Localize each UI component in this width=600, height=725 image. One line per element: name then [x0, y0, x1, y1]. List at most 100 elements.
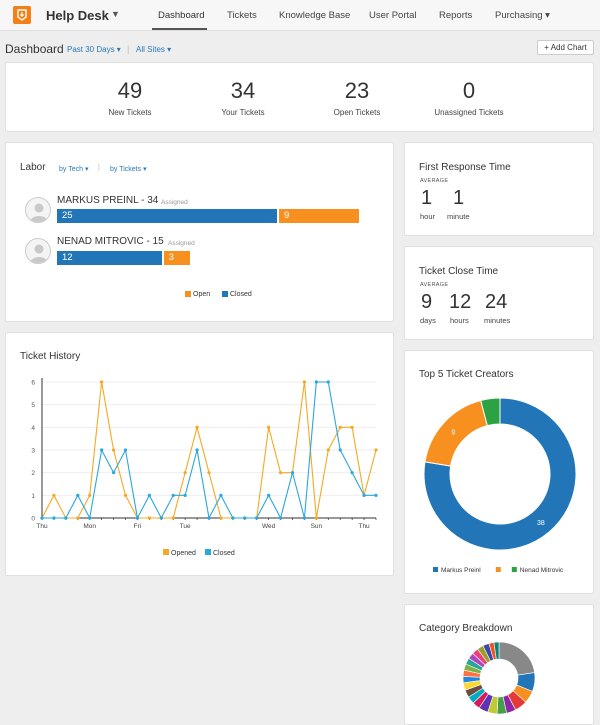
y-tick-label: 1: [31, 493, 35, 500]
first-response-minutes-unit: minute: [447, 212, 470, 221]
donut-slice: [498, 641, 535, 676]
avatar: [25, 238, 51, 264]
data-point-closed: [159, 516, 163, 520]
data-point-closed: [231, 516, 235, 520]
brand-caret-icon[interactable]: ▼: [111, 9, 120, 19]
donut-slice: [423, 397, 577, 551]
first-response-title: First Response Time: [419, 162, 511, 173]
data-point-closed: [135, 516, 140, 520]
data-point-closed: [123, 448, 128, 452]
user-silhouette-icon: [30, 203, 48, 222]
close-time-minutes-value: 24: [485, 291, 508, 313]
helpdesk-logo-icon[interactable]: [13, 6, 31, 24]
stat-value: 34: [230, 78, 256, 103]
data-point-closed: [183, 493, 187, 497]
open-bar[interactable]: 9: [279, 209, 359, 223]
data-point-closed: [76, 493, 80, 497]
donut-slice: [480, 397, 501, 427]
ticket-history-card: Ticket History 0 1 2 3 4 5 6 Thu Mon Fri Tue Wed Sun…: [5, 332, 394, 576]
legend-open-label: Open: [193, 291, 211, 298]
donut-slice: [493, 641, 500, 660]
x-tick-label: Thu: [358, 523, 370, 530]
x-tick-label: Sun: [311, 523, 323, 530]
avatar: [25, 197, 51, 223]
top-creators-card: Top 5 Ticket Creators 38 9 Markus Preinl Ne…: [404, 350, 594, 594]
closed-bar[interactable]: 12: [57, 251, 162, 265]
ticket-history-chart: 0 1 2 3 4 5 6 Thu Mon Fri Tue Wed Sun Thu Opened Closed: [31, 378, 378, 557]
app-brand[interactable]: Help Desk: [46, 8, 109, 23]
category-breakdown-donut-chart: [462, 641, 536, 715]
data-point-opened: [195, 425, 199, 429]
closed-bar[interactable]: 25: [57, 209, 278, 223]
y-tick-label: 4: [31, 425, 35, 432]
labor-tech-filter[interactable]: by Tech ▾: [59, 166, 89, 173]
first-response-hours-unit: hour: [420, 212, 436, 221]
data-point-opened: [219, 516, 223, 520]
data-point-closed: [100, 448, 104, 452]
data-point-closed: [302, 516, 307, 520]
data-point-opened: [338, 425, 342, 429]
nav-reports[interactable]: Reports: [439, 10, 473, 21]
data-point-closed: [374, 493, 378, 497]
labor-person-name[interactable]: NENAD MITROVIC - 15: [57, 236, 164, 247]
first-response-minutes-value: 1: [453, 187, 465, 209]
open-bar[interactable]: 3: [163, 251, 191, 265]
data-point-opened: [100, 380, 104, 384]
filter-divider: |: [98, 164, 100, 171]
close-time-days-unit: days: [420, 316, 436, 325]
summary-stats-card: 49 New Tickets 34 Your Tickets 23 Open T…: [5, 62, 594, 132]
top-creators-donut-chart: 38 9 Markus Preinl Nenad Mitrovic: [423, 397, 577, 574]
page-title: Dashboard: [5, 42, 64, 56]
data-point-closed: [243, 516, 247, 520]
filter-divider: |: [127, 44, 130, 54]
open-swatch: [185, 291, 191, 298]
stat-value: 49: [117, 78, 143, 103]
slice-value-label: 38: [537, 520, 545, 527]
nav-user-portal[interactable]: User Portal: [369, 10, 417, 21]
nav-dashboard[interactable]: Dashboard: [158, 10, 205, 21]
data-point-opened: [278, 471, 283, 475]
data-point-closed: [326, 380, 330, 384]
y-tick-label: 5: [31, 402, 35, 409]
nav-purchasing[interactable]: Purchasing ▾: [495, 10, 550, 21]
labor-legend-closed: Closed: [222, 291, 252, 298]
close-time-hours-value: 12: [449, 291, 472, 313]
legend-label: Closed: [213, 550, 235, 557]
add-chart-button[interactable]: + Add Chart: [537, 40, 594, 55]
data-point-opened: [326, 448, 330, 452]
x-tick-label: Tue: [180, 523, 191, 530]
legend-label: Markus Preinl: [441, 567, 481, 574]
data-point-opened: [76, 516, 80, 520]
legend-label: Opened: [171, 550, 196, 557]
sites-filter[interactable]: All Sites ▾: [136, 45, 172, 54]
close-time-minutes-unit: minutes: [484, 316, 511, 325]
data-point-opened: [183, 471, 187, 475]
closed-swatch: [222, 291, 228, 298]
category-breakdown-card: Category Breakdown: [404, 604, 594, 725]
labor-tickets-filter[interactable]: by Tickets ▾: [110, 166, 147, 173]
data-point-closed: [278, 516, 283, 520]
period-filter[interactable]: Past 30 Days ▾: [67, 45, 121, 54]
legend-swatch: [495, 567, 501, 572]
legend-label: Nenad Mitrovic: [520, 567, 564, 574]
user-silhouette-icon: [30, 244, 48, 263]
ticket-close-time-card: Ticket Close Time AVERAGE 9 days 12 hour…: [404, 246, 594, 340]
data-point-closed: [147, 493, 151, 497]
close-time-hours-unit: hours: [450, 316, 469, 325]
stat-label: Unassigned Tickets: [434, 108, 504, 117]
data-point-closed: [219, 493, 223, 497]
nav-tickets[interactable]: Tickets: [227, 10, 257, 21]
data-point-closed: [350, 471, 354, 475]
data-point-closed: [362, 493, 366, 497]
data-point-opened: [314, 516, 318, 520]
first-response-hours-value: 1: [421, 187, 433, 209]
x-tick-label: Wed: [262, 523, 276, 530]
stat-label: New Tickets: [108, 108, 152, 117]
nav-knowledge-base[interactable]: Knowledge Base: [279, 10, 351, 21]
legend-swatch: [205, 549, 211, 555]
data-point-opened: [171, 516, 175, 520]
first-response-card: First Response Time AVERAGE 1 hour 1 min…: [404, 142, 594, 236]
data-point-closed: [111, 471, 116, 475]
category-breakdown-title: Category Breakdown: [419, 623, 513, 634]
labor-person-name[interactable]: MARKUS PREINL - 34: [57, 195, 159, 206]
